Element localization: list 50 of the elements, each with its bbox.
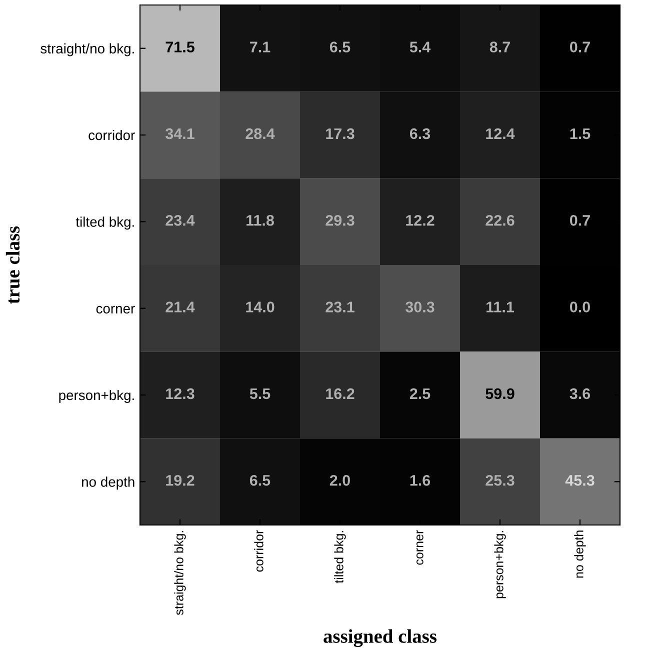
y-tick-label: no depth	[82, 476, 134, 490]
y-tick-label: tilted bkg.	[76, 216, 134, 230]
data-label: 45.3	[565, 474, 594, 486]
data-label: 71.5	[166, 42, 194, 52]
data-label: 12.4	[486, 128, 515, 139]
data-label: 29.3	[326, 214, 354, 226]
y-tick-label: person+bkg.	[59, 390, 134, 403]
data-label: 21.4	[166, 302, 195, 312]
data-label: 6.3	[410, 128, 430, 140]
data-label: 2.0	[330, 474, 350, 486]
data-label: 0.7	[570, 42, 590, 52]
data-label: 23.4	[166, 214, 195, 226]
data-label: 5.4	[410, 42, 431, 52]
data-label: 6.5	[250, 474, 270, 486]
data-label: 2.5	[410, 388, 430, 400]
data-label: 59.9	[486, 388, 514, 400]
data-label: 8.7	[490, 42, 510, 52]
y-tick-label: corridor	[88, 130, 135, 140]
data-label: 30.3	[405, 302, 434, 312]
data-label: 1.5	[570, 128, 590, 140]
data-label: 19.2	[166, 474, 194, 486]
x-tick-label: corridor	[254, 530, 264, 572]
x-tick-label: person+bkg.	[494, 531, 506, 598]
data-label: 28.4	[246, 128, 275, 140]
data-label: 12.3	[166, 388, 194, 400]
data-label: 14.0	[246, 302, 274, 312]
x-tick-label: tilted bkg.	[334, 531, 346, 584]
data-label: 1.6	[410, 474, 430, 486]
x-tick-label: no depth	[574, 530, 586, 578]
data-label: 23.1	[326, 302, 354, 312]
data-label: 3.6	[570, 388, 590, 400]
data-label: 0.0	[570, 302, 590, 312]
data-label: 25.3	[486, 474, 514, 486]
data-label: 16.2	[326, 388, 354, 400]
data-label: 12.2	[406, 214, 434, 226]
y-tick-label: corner	[96, 306, 135, 314]
data-label: 6.5	[330, 42, 350, 52]
data-label: 11.1	[486, 302, 514, 312]
y-tick-label: straight/no bkg.	[40, 43, 134, 56]
x-axis-title: assigned class	[324, 629, 437, 647]
data-label: 11.8	[246, 214, 274, 226]
y-axis-title: true class	[6, 226, 20, 304]
x-tick-label: straight/no bkg.	[174, 530, 186, 615]
data-label: 17.3	[326, 128, 354, 140]
data-label: 22.6	[486, 214, 514, 226]
data-label: 0.7	[570, 214, 590, 226]
data-label: 5.5	[250, 388, 270, 400]
x-tick-label: corner	[416, 530, 424, 565]
data-label: 7.1	[250, 42, 270, 52]
data-label: 34.1	[165, 128, 194, 140]
